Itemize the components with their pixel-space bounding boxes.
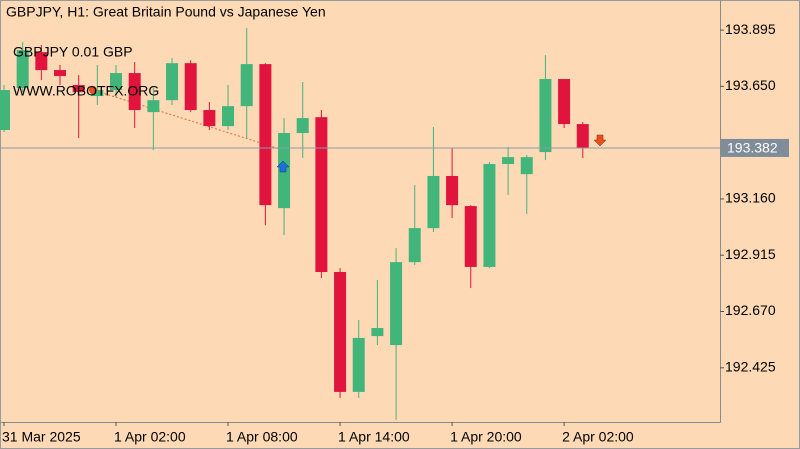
candle-body (222, 106, 235, 127)
x-tick-label: 31 Mar 2025 (2, 429, 81, 445)
x-tick-label: 1 Apr 14:00 (338, 429, 410, 445)
candle-body (0, 90, 10, 131)
candle-body (427, 175, 440, 229)
trade-entry (89, 86, 97, 94)
candle-body (110, 73, 123, 91)
candle-body (334, 271, 347, 392)
candle-body (576, 124, 589, 148)
candle-body (539, 79, 552, 153)
y-tick-label: 192.915 (725, 246, 776, 262)
candle-body (91, 90, 104, 97)
candle-body (16, 50, 29, 88)
trade-line (92, 89, 284, 151)
candle-body (520, 157, 533, 175)
candle-body (72, 84, 85, 93)
annotation: GBPJPY 0.01 GBP (13, 44, 133, 60)
price-label-bg (721, 138, 789, 157)
x-tick-label: 1 Apr 08:00 (226, 429, 298, 445)
chart-title: GBPJPY, H1: Great Britain Pound vs Japan… (6, 4, 326, 20)
candle-body (464, 206, 477, 267)
y-tick-label: 193.895 (725, 21, 776, 37)
y-tick-label: 193.650 (725, 77, 776, 93)
candle-body (483, 164, 496, 267)
price-label: 193.382 (727, 140, 778, 156)
candle-body (54, 70, 67, 77)
y-tick-label: 193.160 (725, 190, 776, 206)
x-tick-label: 2 Apr 02:00 (562, 429, 634, 445)
candle-body (352, 337, 365, 392)
sell-arrow (593, 134, 607, 147)
candle-body (315, 117, 328, 272)
candle-body (184, 63, 197, 111)
candle-body (128, 73, 141, 111)
candle-body (558, 79, 571, 125)
candle-body (371, 328, 384, 337)
candle-body (296, 118, 309, 134)
annotation: WWW.ROBOTFX.ORG (13, 83, 159, 99)
candle-body (147, 100, 160, 113)
x-tick-label: 1 Apr 02:00 (114, 429, 186, 445)
candle-body (502, 157, 515, 165)
candle-body (446, 175, 459, 206)
candle-body (259, 64, 272, 206)
candle-body (166, 63, 179, 101)
candle-body (35, 52, 48, 71)
y-tick-label: 192.670 (725, 302, 776, 318)
x-tick-label: 1 Apr 20:00 (450, 429, 522, 445)
marks (0, 28, 589, 420)
candle-body (240, 64, 253, 107)
y-tick-label: 192.425 (725, 358, 776, 374)
candle-body (408, 228, 421, 263)
buy-arrow (276, 160, 290, 173)
candle-body (390, 262, 403, 346)
candle-body (203, 110, 216, 127)
